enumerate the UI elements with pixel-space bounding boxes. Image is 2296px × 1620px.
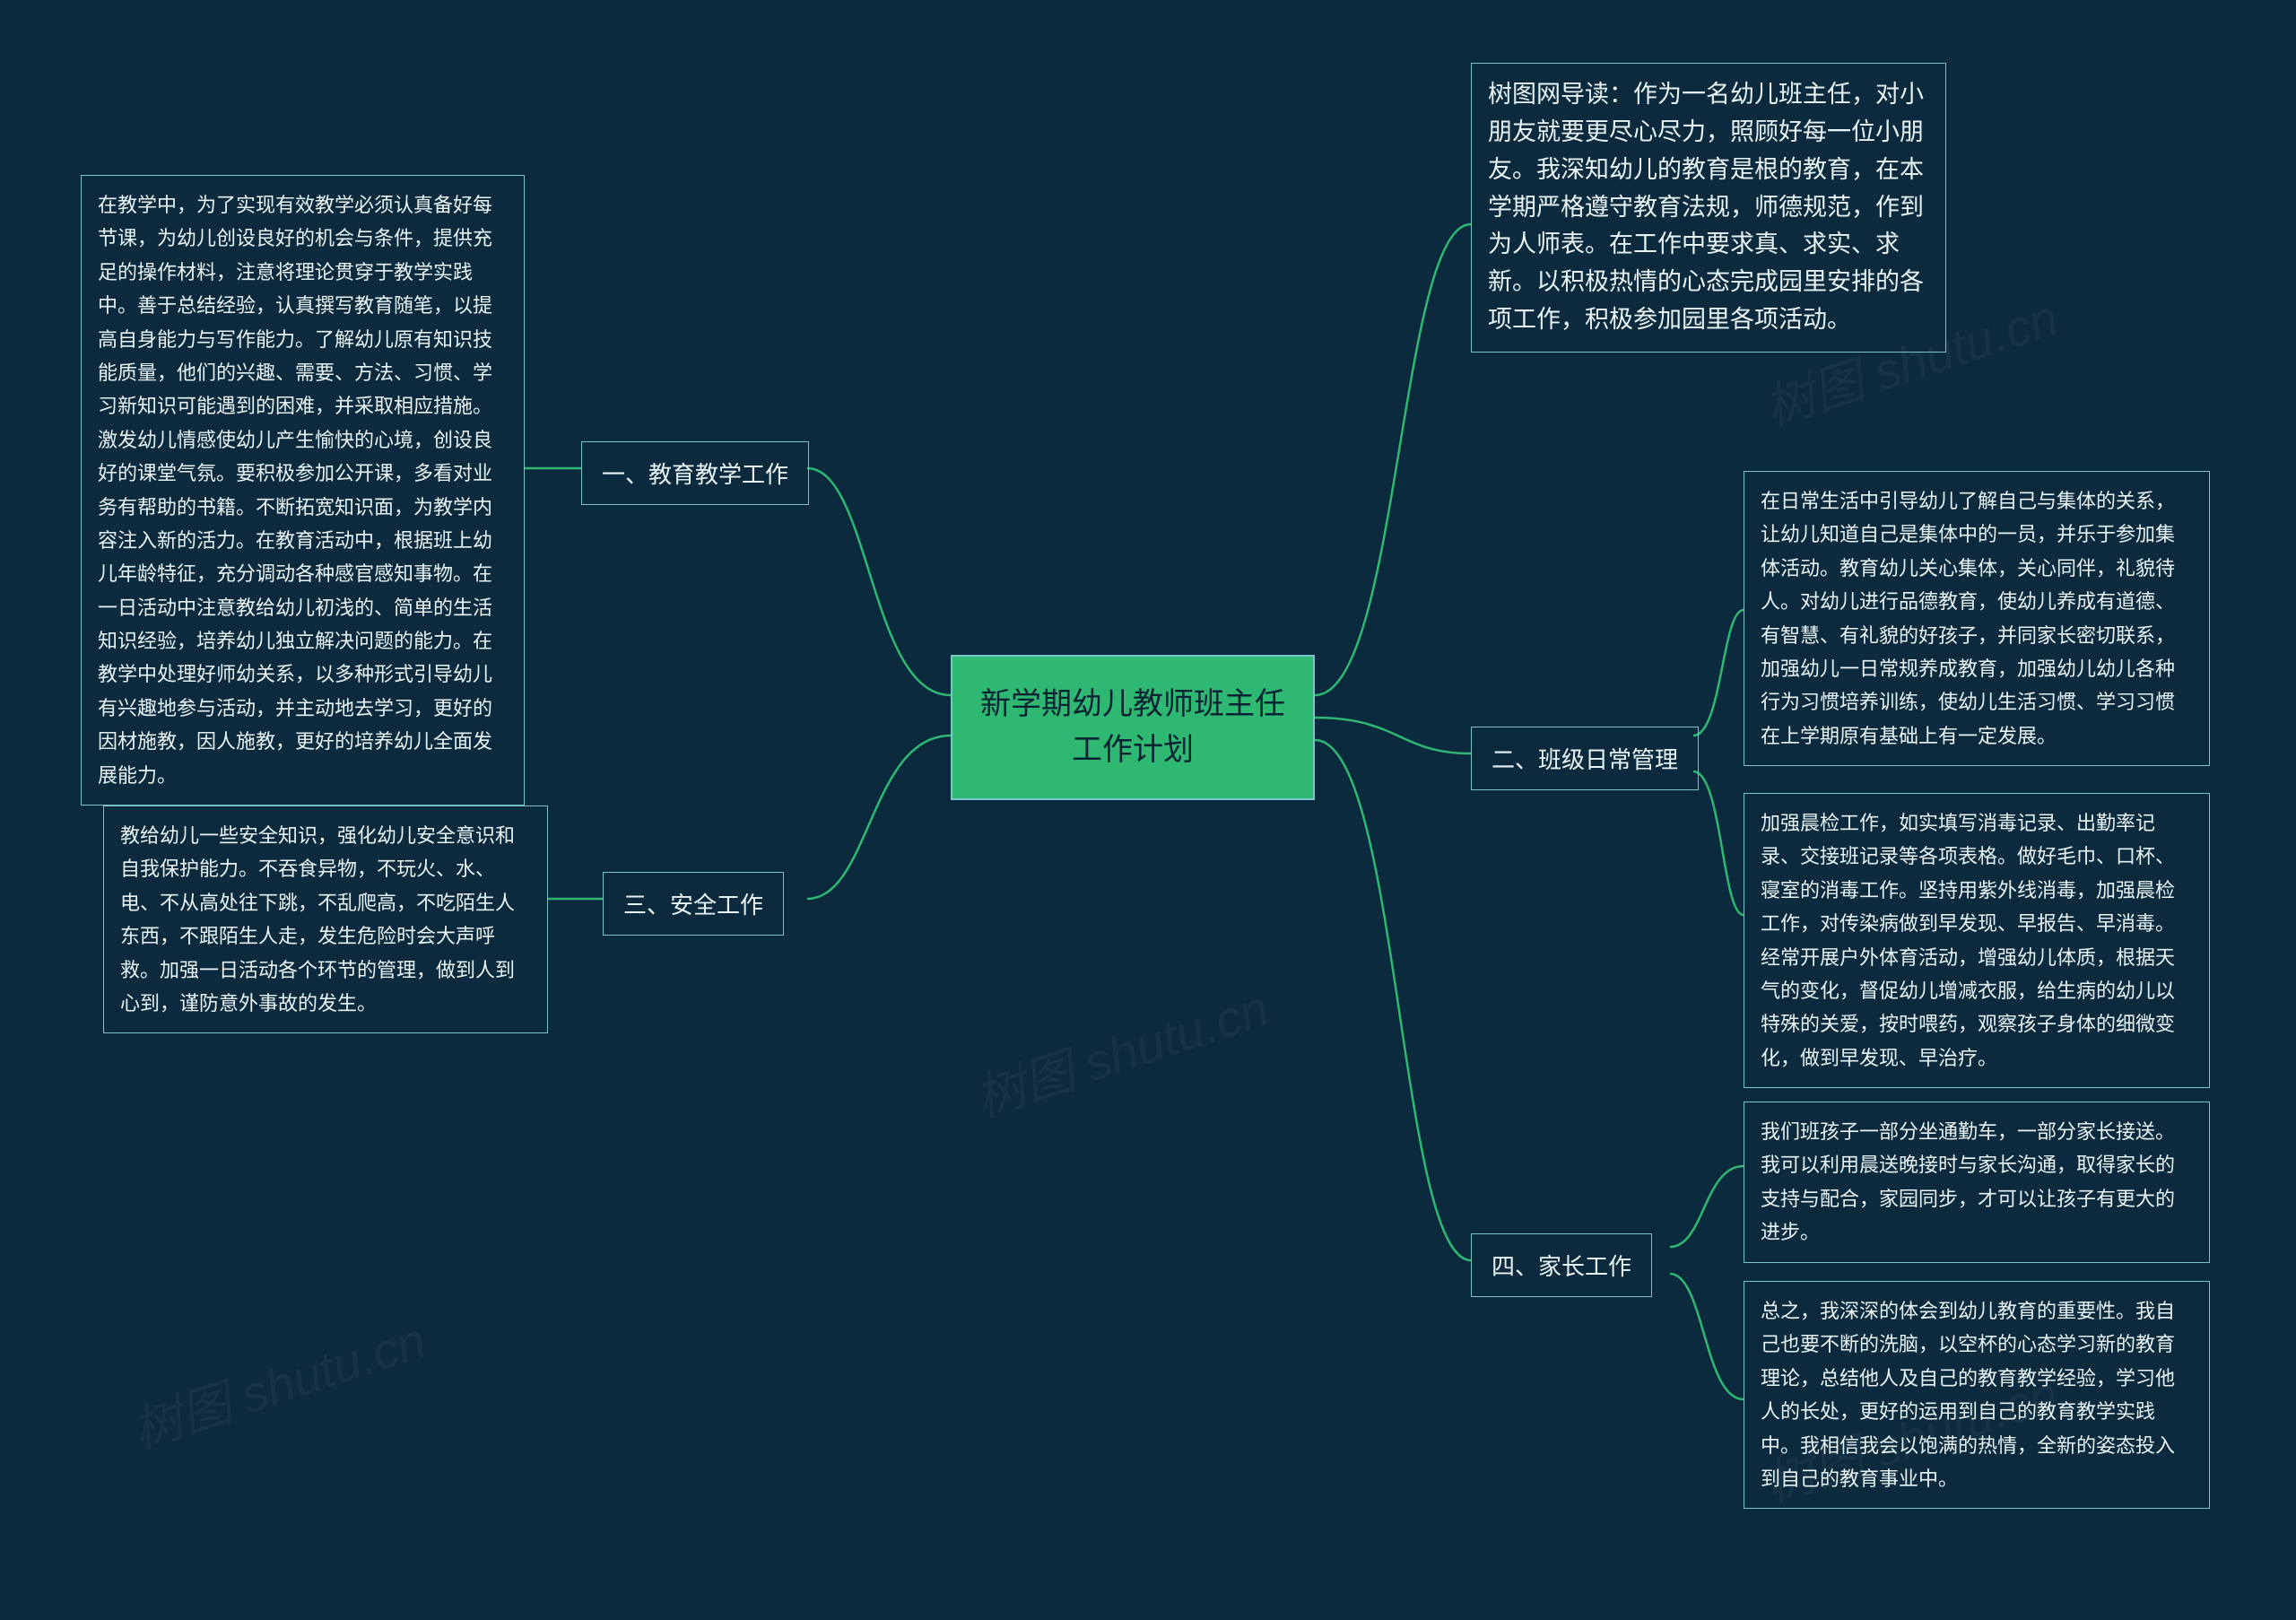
section-1-leaf-1: 在教学中，为了实现有效教学必须认真备好每节课，为幼儿创设良好的机会与条件，提供充…: [81, 175, 525, 806]
section-4-label: 四、家长工作: [1471, 1233, 1652, 1297]
section-3-label: 三、安全工作: [603, 872, 784, 936]
section-3-leaf-1: 教给幼儿一些安全知识，强化幼儿安全意识和自我保护能力。不吞食异物，不玩火、水、电…: [103, 806, 548, 1033]
center-title: 新学期幼儿教师班主任工作计划: [951, 655, 1315, 800]
section-2-leaf-1: 在日常生活中引导幼儿了解自己与集体的关系，让幼儿知道自己是集体中的一员，并乐于参…: [1744, 471, 2210, 766]
watermark: 树图 shutu.cn: [122, 1301, 434, 1464]
section-1-label: 一、教育教学工作: [581, 441, 809, 505]
section-2-label: 二、班级日常管理: [1471, 727, 1699, 790]
section-4-leaf-1: 我们班孩子一部分坐通勤车，一部分家长接送。我可以利用晨送晚接时与家长沟通，取得家…: [1744, 1102, 2210, 1263]
section-2-leaf-2: 加强晨检工作，如实填写消毒记录、出勤率记录、交接班记录等各项表格。做好毛巾、口杯…: [1744, 793, 2210, 1088]
intro-text: 树图网导读：作为一名幼儿班主任，对小朋友就要更尽心尽力，照顾好每一位小朋友。我深…: [1471, 63, 1946, 353]
watermark: 树图 shutu.cn: [965, 969, 1277, 1132]
section-4-leaf-2: 总之，我深深的体会到幼儿教育的重要性。我自己也要不断的洗脑，以空杯的心态学习新的…: [1744, 1281, 2210, 1509]
